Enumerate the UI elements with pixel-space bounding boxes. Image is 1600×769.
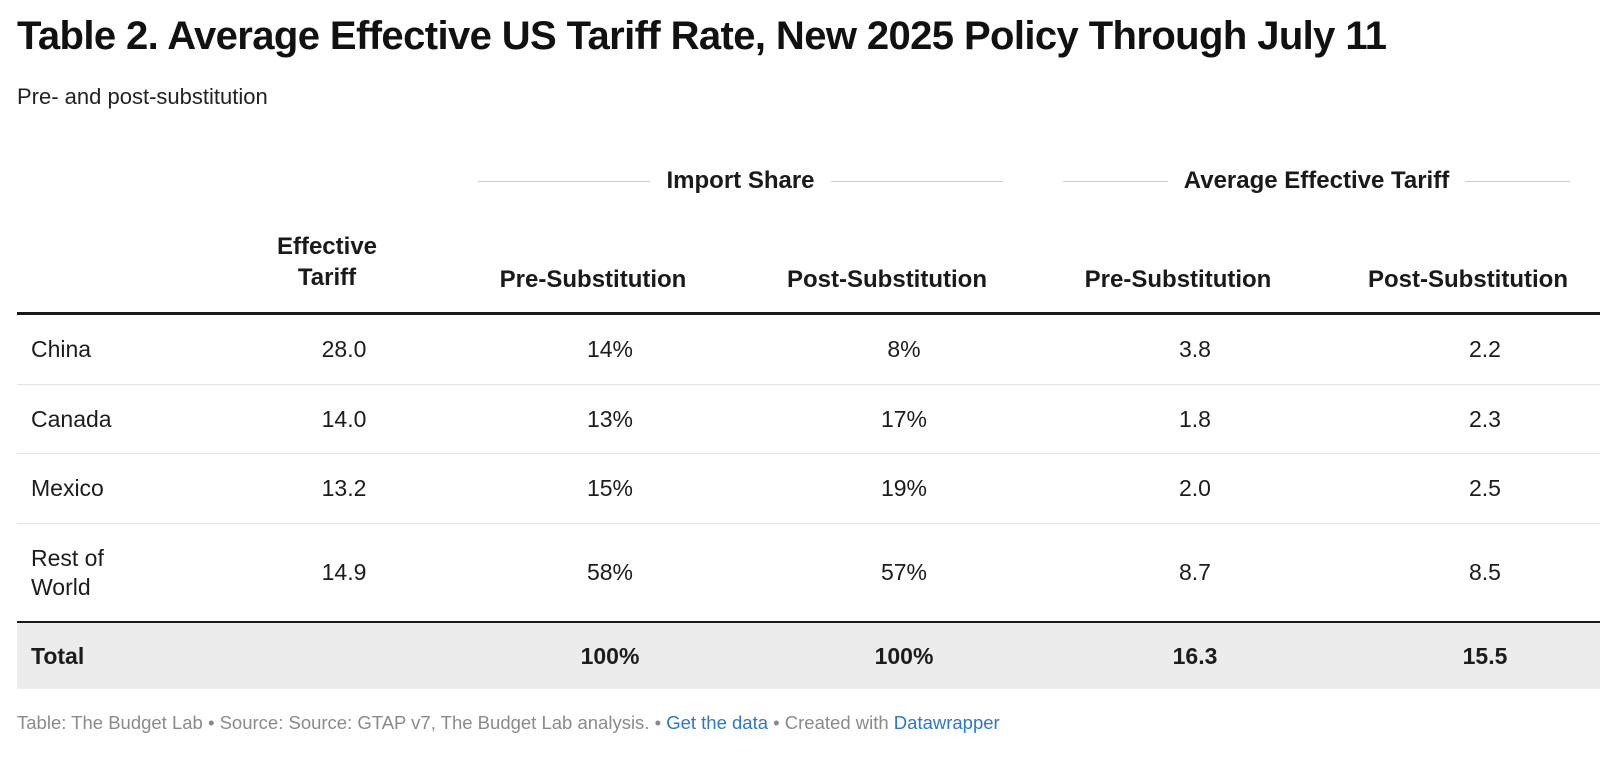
group-header-import-share: Import Share [478, 164, 1003, 198]
total-effective-tariff [264, 623, 424, 689]
total-label: Total [31, 642, 85, 669]
column-header-tariff-post[interactable]: Post-Substitution [1368, 266, 1568, 293]
header-divider [17, 312, 1600, 315]
cell-tariff-post: 2.3 [1469, 405, 1501, 432]
table-row: Mexico 13.2 15% 19% 2.0 2.5 [17, 454, 1600, 524]
cell-tariff-post: 2.2 [1469, 336, 1501, 362]
group-header-avg-effective-tariff: Average Effective Tariff [1063, 164, 1570, 198]
cell-tariff-pre: 8.7 [1179, 559, 1211, 585]
column-header-effective-tariff[interactable]: Effective Tariff [247, 231, 407, 293]
total-tariff-post: 15.5 [1462, 642, 1508, 669]
cell-import-pre: 13% [586, 405, 634, 432]
total-tariff-pre: 16.3 [1172, 642, 1218, 669]
cell-effective-tariff: 14.9 [321, 559, 367, 585]
cell-import-pre: 14% [586, 336, 634, 362]
datawrapper-link[interactable]: Datawrapper [893, 712, 1000, 733]
row-label: Rest of World [31, 524, 171, 621]
cell-tariff-post: 8.5 [1469, 559, 1501, 585]
cell-tariff-pre: 3.8 [1179, 336, 1211, 362]
group-rule-right [830, 180, 1003, 182]
cell-tariff-pre: 2.0 [1179, 475, 1211, 501]
total-import-pre: 100% [580, 642, 640, 669]
cell-import-post: 17% [880, 405, 928, 432]
get-the-data-link[interactable]: Get the data [666, 712, 769, 733]
column-header-tariff-pre[interactable]: Pre-Substitution [1084, 266, 1272, 293]
group-rule-right [1465, 180, 1570, 182]
cell-effective-tariff: 28.0 [321, 336, 367, 362]
group-rule-left [1063, 180, 1168, 182]
cell-effective-tariff: 13.2 [321, 475, 367, 501]
cell-import-pre: 15% [586, 475, 634, 501]
cell-import-post: 19% [880, 475, 928, 501]
footer-source-text: Table: The Budget Lab • Source: Source: … [17, 712, 667, 733]
cell-import-pre: 58% [586, 559, 634, 585]
column-header-import-post[interactable]: Post-Substitution [787, 266, 987, 293]
column-header-line: Effective [276, 233, 378, 260]
footer-created-with-text: • Created with [768, 712, 894, 733]
table-row: China 28.0 14% 8% 3.8 2.2 [17, 315, 1600, 385]
total-import-post: 100% [874, 642, 934, 669]
column-header-line: Tariff [297, 264, 357, 291]
table-subtitle: Pre- and post-substitution [17, 84, 268, 109]
table-row: Rest of World 14.9 58% 57% 8.7 8.5 [17, 524, 1600, 621]
group-label-import-share: Import Share [666, 167, 815, 194]
row-label-line: World [31, 573, 91, 600]
cell-import-post: 57% [880, 559, 928, 585]
cell-import-post: 8% [887, 336, 921, 362]
cell-effective-tariff: 14.0 [321, 405, 367, 432]
total-row: Total 100% 100% 16.3 15.5 [17, 623, 1600, 689]
column-header-import-pre[interactable]: Pre-Substitution [499, 266, 687, 293]
footer: Table: The Budget Lab • Source: Source: … [17, 712, 1000, 734]
table-row: Canada 14.0 13% 17% 1.8 2.3 [17, 385, 1600, 454]
row-label: China [31, 336, 92, 362]
row-label: Mexico [31, 475, 104, 501]
cell-tariff-post: 2.5 [1469, 475, 1501, 501]
total-divider [17, 621, 1600, 623]
group-label-avg-effective-tariff: Average Effective Tariff [1183, 167, 1450, 194]
row-label-line: Rest of [31, 544, 104, 571]
group-rule-left [478, 180, 651, 182]
cell-tariff-pre: 1.8 [1179, 405, 1211, 432]
row-label: Canada [31, 405, 112, 432]
table-title: Table 2. Average Effective US Tariff Rat… [17, 14, 1387, 58]
